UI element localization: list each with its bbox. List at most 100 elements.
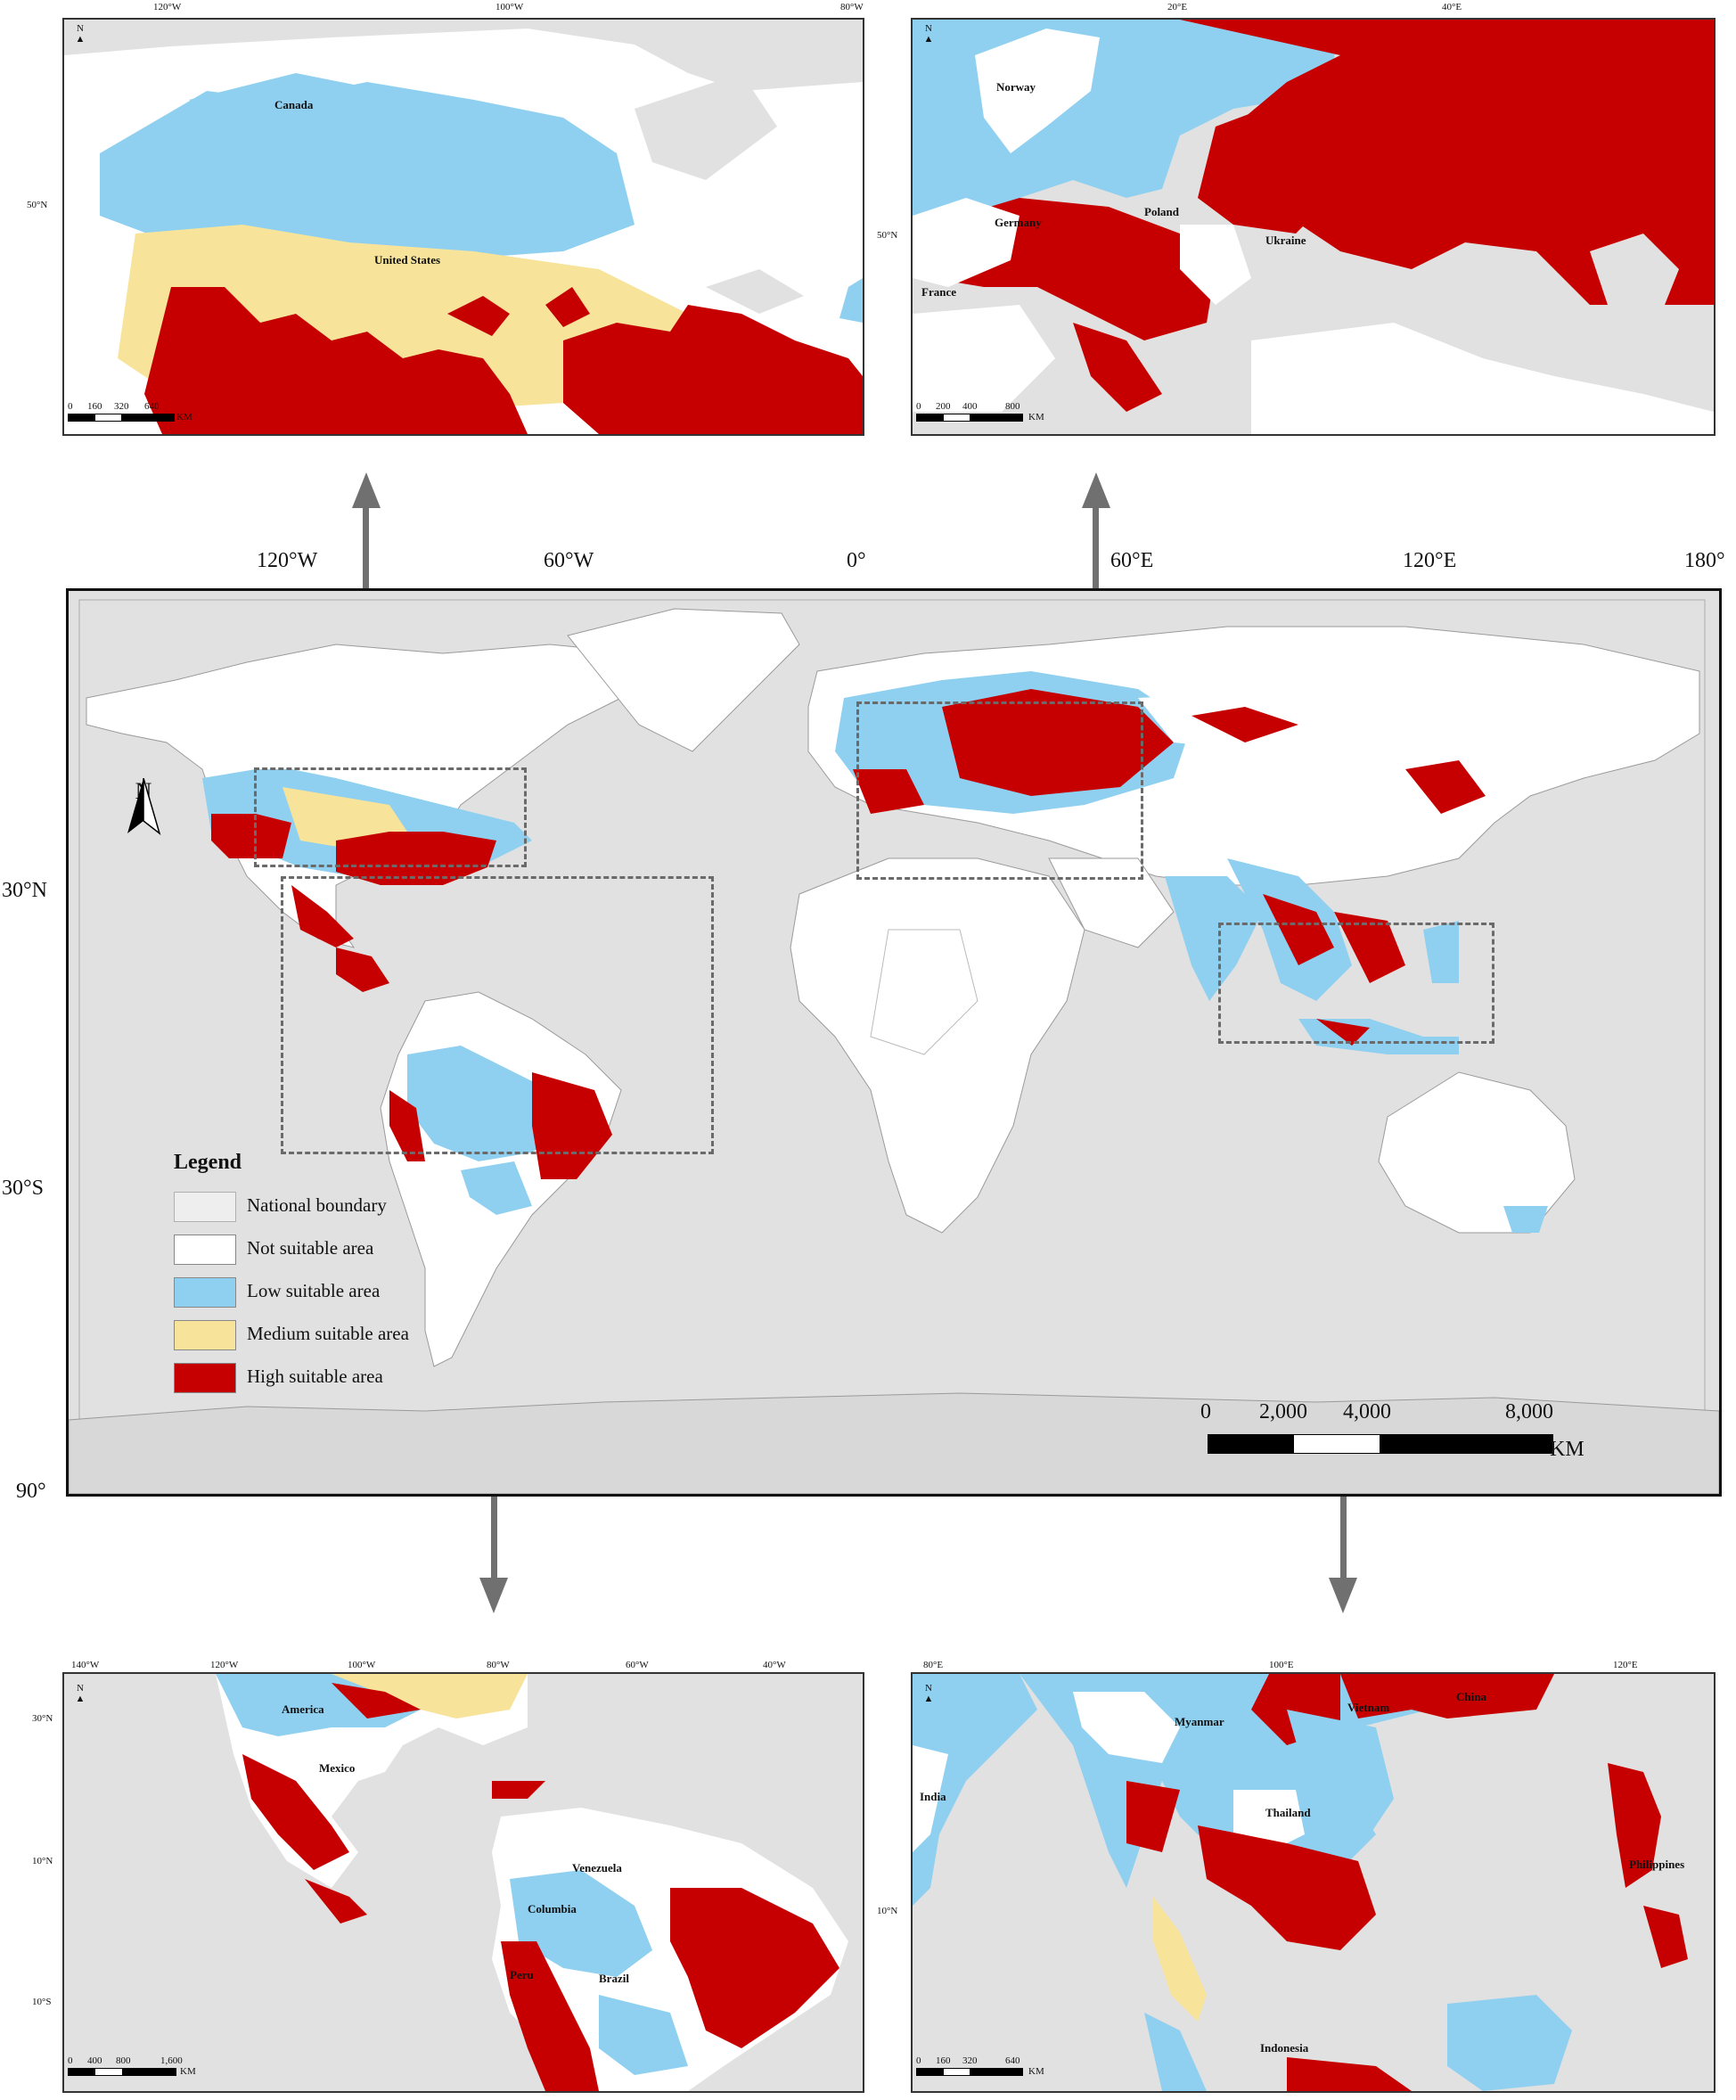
sa-scale-0: 0: [68, 2055, 73, 2066]
main-scale-bar: 0 2,000 4,000 8,000 KM: [1200, 1400, 1585, 1472]
eu-scale-0: 0: [916, 401, 921, 412]
sa-scale-unit: KM: [180, 2066, 196, 2077]
label-venezuela: Venezuela: [572, 1861, 622, 1874]
label-united-states: United States: [374, 253, 441, 267]
sa-left-tick-10n: 10°N: [32, 1856, 53, 1866]
sea-scale-160: 160: [936, 2055, 951, 2066]
main-top-tick-120w: 120°W: [257, 549, 318, 572]
region-box-latin-america: [281, 876, 714, 1154]
eu-scale-800: 800: [1005, 401, 1020, 412]
sea-left-tick-10n: 10°N: [877, 1906, 898, 1916]
sa-top-tick-60w: 60°W: [626, 1660, 649, 1670]
main-scale-8000: 8,000: [1505, 1400, 1553, 1423]
sea-scale-0: 0: [916, 2055, 921, 2066]
na-scale-320: 320: [114, 401, 129, 412]
label-france: France: [921, 285, 956, 299]
arrow-head-down-sa-icon: [479, 1578, 508, 1613]
arrow-head-up-eu-icon: [1082, 472, 1110, 508]
sa-scale-400: 400: [87, 2055, 102, 2066]
na-top-tick-120w: 120°W: [153, 2, 182, 12]
label-philippines: Philippines: [1629, 1858, 1685, 1871]
main-scale-2000: 2,000: [1259, 1400, 1307, 1423]
na-north-arrow-icon: N ▲: [75, 23, 86, 45]
eu-scale-400: 400: [962, 401, 978, 412]
region-box-europe: [856, 701, 1143, 880]
na-scale-640: 640: [144, 401, 160, 412]
label-america: America: [282, 1702, 324, 1716]
sa-top-tick-140w: 140°W: [71, 1660, 100, 1670]
label-germany: Germany: [995, 216, 1042, 229]
main-north-arrow-icon: N: [124, 778, 163, 835]
na-scale-160: 160: [87, 401, 102, 412]
label-indonesia: Indonesia: [1260, 2041, 1309, 2055]
na-scale-0: 0: [68, 401, 73, 412]
label-poland: Poland: [1144, 205, 1180, 218]
sea-scale-bar: 0 160 320 640 KM: [916, 2055, 1044, 2077]
label-myanmar: Myanmar: [1175, 1715, 1224, 1728]
na-scale-bar: 0 160 320 640 KM: [68, 401, 192, 422]
sa-north-arrow-icon: N ▲: [75, 1683, 86, 1704]
latin-america-map: [64, 1674, 863, 2091]
main-scale-0: 0: [1200, 1400, 1211, 1423]
sea-top-tick-80e: 80°E: [923, 1660, 944, 1670]
sea-top-tick-100e: 100°E: [1269, 1660, 1294, 1670]
main-top-tick-60w: 60°W: [544, 549, 594, 572]
sa-scale-bar: 0 400 800 1,600 KM: [68, 2055, 196, 2077]
label-vietnam: Vietnam: [1347, 1701, 1390, 1714]
eu-scale-unit: KM: [1028, 412, 1044, 422]
main-world-map: N Legend National boundary Not suitable …: [66, 588, 1722, 1497]
inset-southeast-asia: N ▲ Myanmar Vietnam China India Thailand …: [911, 1672, 1716, 2093]
label-brazil: Brazil: [599, 1972, 629, 1985]
main-top-tick-0: 0°: [847, 549, 866, 572]
legend-title: Legend: [174, 1151, 242, 1174]
europe-map: [913, 20, 1714, 434]
inset-north-america: N ▲ Canada United States 0 160 320 640 KM: [62, 18, 864, 436]
southeast-asia-map: [913, 1674, 1714, 2091]
label-china: China: [1456, 1690, 1486, 1703]
main-scale-4000: 4,000: [1343, 1400, 1391, 1423]
label-norway: Norway: [996, 80, 1036, 94]
label-ukraine: Ukraine: [1265, 234, 1306, 247]
arrow-head-up-na-icon: [352, 472, 381, 508]
na-top-tick-80w: 80°W: [840, 2, 864, 12]
arrow-head-down-sea-icon: [1329, 1578, 1357, 1613]
sa-top-tick-120w: 120°W: [210, 1660, 239, 1670]
sa-left-tick-10s: 10°S: [32, 1997, 52, 2007]
sa-left-tick-30n: 30°N: [32, 1713, 53, 1724]
eu-left-tick-50n: 50°N: [877, 230, 898, 241]
sa-top-tick-100w: 100°W: [348, 1660, 376, 1670]
sea-top-tick-120e: 120°E: [1613, 1660, 1638, 1670]
main-left-tick-30s: 30°S: [2, 1177, 44, 1200]
sa-top-tick-40w: 40°W: [763, 1660, 786, 1670]
main-scale-bar-graphic: [1208, 1434, 1553, 1454]
sea-scale-unit: KM: [1028, 2066, 1044, 2077]
eu-top-tick-20e: 20°E: [1167, 2, 1188, 12]
sea-scale-320: 320: [962, 2055, 978, 2066]
main-left-tick-30n: 30°N: [2, 879, 47, 902]
label-columbia: Columbia: [528, 1902, 577, 1915]
label-mexico: Mexico: [319, 1761, 356, 1775]
na-left-tick-50n: 50°N: [27, 200, 48, 210]
region-box-north-america: [254, 767, 527, 867]
sea-north-arrow-icon: N ▲: [923, 1683, 934, 1704]
na-top-tick-100w: 100°W: [495, 2, 524, 12]
label-canada: Canada: [274, 98, 314, 111]
sea-scale-640: 640: [1005, 2055, 1020, 2066]
main-top-tick-180: 180°: [1684, 549, 1725, 572]
main-top-tick-120e: 120°E: [1403, 549, 1457, 572]
inset-europe: N ▲ Norway Germany Poland Ukraine France …: [911, 18, 1716, 436]
label-thailand: Thailand: [1265, 1806, 1311, 1819]
eu-scale-200: 200: [936, 401, 951, 412]
label-peru: Peru: [510, 1968, 534, 1981]
eu-north-arrow-icon: N ▲: [923, 23, 934, 45]
sa-scale-1600: 1,600: [160, 2055, 183, 2066]
sa-top-tick-80w: 80°W: [487, 1660, 510, 1670]
main-left-tick-90: 90°: [16, 1480, 46, 1503]
main-top-tick-60e: 60°E: [1110, 549, 1154, 572]
north-america-map: [64, 20, 863, 434]
region-box-southeast-asia: [1218, 923, 1494, 1044]
sa-scale-800: 800: [116, 2055, 131, 2066]
main-scale-unit: KM: [1550, 1438, 1585, 1461]
na-scale-unit: KM: [176, 412, 192, 422]
eu-top-tick-40e: 40°E: [1442, 2, 1462, 12]
